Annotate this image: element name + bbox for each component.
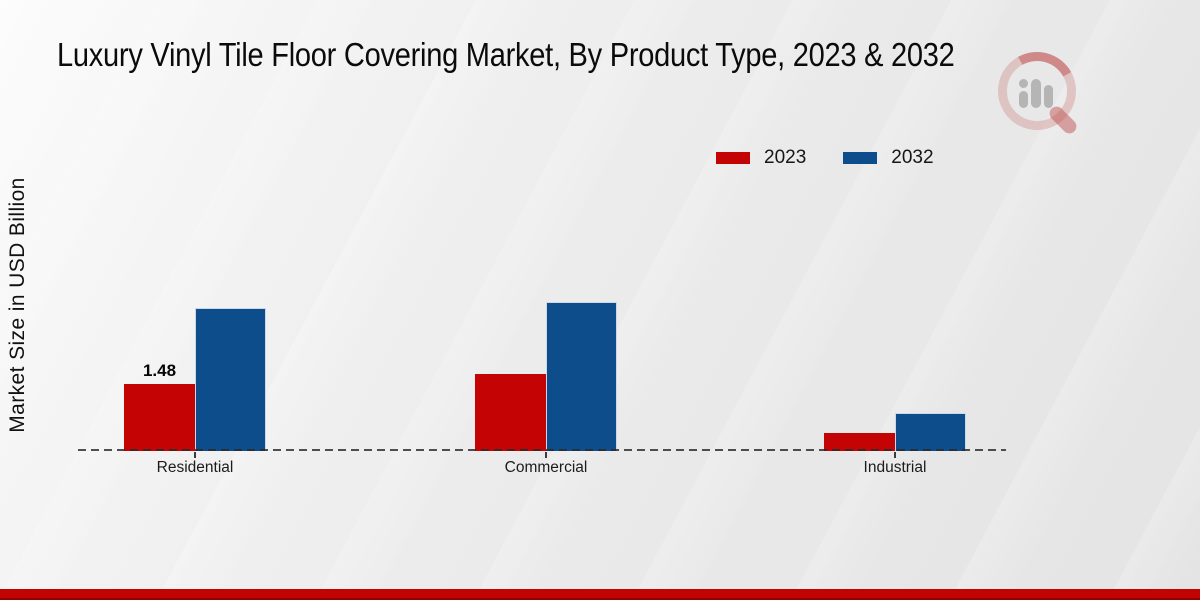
bar-2032-commercial	[546, 302, 617, 451]
logo-bar-small	[1019, 91, 1028, 108]
watermark-magnifier-logo-icon	[988, 42, 1088, 142]
legend-swatch-2032	[843, 152, 878, 164]
x-axis-tick-industrial	[894, 452, 896, 458]
legend-item-2032: 2032	[843, 147, 934, 169]
bar-2032-industrial	[895, 413, 966, 451]
bar-value-label-2023-residential: 1.48	[142, 361, 177, 380]
x-axis-tick-commercial	[545, 452, 547, 458]
bar-2023-residential	[124, 384, 195, 451]
bar-2023-industrial	[824, 433, 895, 451]
y-axis-label: Market Size in USD Billion	[6, 177, 29, 433]
magnifier-ring-icon	[998, 52, 1076, 130]
category-label-industrial: Industrial	[863, 459, 927, 476]
legend: 2023 2032	[716, 147, 934, 169]
x-axis-baseline	[78, 449, 1006, 451]
legend-label-2032: 2032	[891, 147, 934, 168]
bar-2032-residential	[195, 308, 266, 451]
x-axis-tick-residential	[194, 452, 196, 458]
legend-label-2023: 2023	[764, 147, 807, 168]
category-label-commercial: Commercial	[504, 459, 588, 476]
logo-bar-medium	[1044, 85, 1053, 108]
bottom-red-strip	[0, 589, 1200, 600]
bar-2023-commercial	[475, 374, 546, 451]
category-label-residential: Residential	[156, 459, 234, 476]
logo-dot	[1019, 79, 1028, 88]
chart-title: Luxury Vinyl Tile Floor Covering Market,…	[57, 36, 955, 73]
plot-area: 1.48 Residential Commercial Industrial	[78, 146, 1006, 476]
legend-swatch-2023	[716, 152, 750, 164]
logo-bar-tall	[1031, 79, 1041, 108]
legend-item-2023: 2023	[716, 147, 806, 169]
